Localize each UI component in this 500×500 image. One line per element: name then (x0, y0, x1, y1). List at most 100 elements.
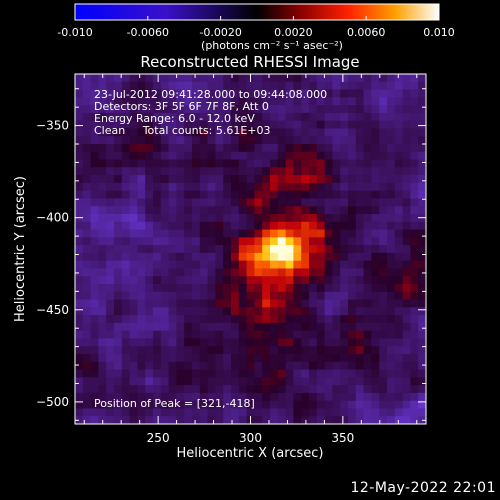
heatmap-cell (387, 128, 396, 137)
heatmap-cell (129, 369, 138, 378)
heatmap-cell (231, 307, 240, 316)
heatmap-cell (168, 229, 177, 238)
heatmap-cell (129, 400, 138, 410)
heatmap-cell (371, 206, 380, 215)
heatmap-cell (293, 237, 302, 246)
heatmap-cell (82, 392, 92, 402)
heatmap-cell (246, 354, 255, 363)
heatmap-cell (199, 330, 209, 340)
heatmap-cell (129, 322, 138, 332)
heatmap-cell (215, 276, 224, 285)
heatmap-cell (379, 97, 388, 106)
heatmap-cell (324, 307, 333, 316)
heatmap-cell (348, 346, 357, 355)
heatmap-cell (394, 299, 404, 308)
heatmap-cell (371, 260, 380, 270)
heatmap-cell (223, 221, 232, 231)
heatmap-cell (379, 346, 388, 355)
heatmap-cell (82, 159, 92, 168)
heatmap-cell (160, 276, 170, 285)
heatmap-cell (137, 167, 146, 176)
heatmap-cell (82, 81, 92, 91)
heatmap-cell (387, 276, 396, 285)
heatmap-cell (114, 252, 123, 262)
heatmap-cell (418, 299, 426, 308)
heatmap-cell (309, 190, 318, 200)
heatmap-cell (114, 260, 123, 270)
heatmap-cell (379, 159, 388, 168)
heatmap-cell (184, 291, 193, 301)
heatmap-cell (176, 128, 185, 137)
heatmap-cell (192, 229, 201, 238)
heatmap-cell (246, 128, 255, 137)
heatmap-cell (262, 354, 271, 363)
heatmap-cell (285, 206, 294, 215)
heatmap-cell (215, 299, 224, 308)
heatmap-cell (215, 268, 224, 277)
heatmap-cell (301, 97, 310, 106)
heatmap-cell (379, 276, 388, 285)
heatmap-cell (402, 307, 411, 316)
heatmap-cell (106, 392, 115, 402)
heatmap-cell (348, 136, 357, 145)
heatmap-cell (223, 136, 232, 145)
heatmap-cell (207, 291, 216, 301)
heatmap-cell (199, 198, 209, 207)
heatmap-cell (371, 322, 380, 332)
heatmap-cell (387, 237, 396, 246)
heatmap-cell (106, 182, 115, 192)
heatmap-cell (82, 74, 92, 83)
heatmap-cell (90, 268, 99, 277)
heatmap-cell (129, 167, 138, 176)
heatmap-cell (246, 322, 255, 332)
heatmap-cell (137, 221, 146, 231)
heatmap-cell (324, 105, 333, 114)
heatmap-cell (402, 105, 411, 114)
heatmap-cell (145, 159, 154, 168)
heatmap-cell (90, 307, 99, 316)
heatmap-cell (363, 361, 372, 371)
heatmap-cell (153, 175, 162, 184)
heatmap-cell (316, 214, 326, 223)
heatmap-cell (379, 416, 388, 424)
heatmap-cell (262, 268, 271, 277)
heatmap-cell (176, 346, 185, 355)
heatmap-cell (402, 97, 411, 106)
heatmap-cell (394, 315, 404, 324)
heatmap-cell (324, 385, 333, 394)
heatmap-cell (324, 354, 333, 363)
heatmap-cell (168, 346, 177, 355)
heatmap-cell (387, 221, 396, 231)
heatmap-cell (121, 369, 131, 378)
heatmap-cell (355, 354, 365, 363)
heatmap-cell (309, 299, 318, 308)
heatmap-cell (184, 299, 193, 308)
heatmap-cell (418, 136, 426, 145)
heatmap-cell (379, 237, 388, 246)
heatmap-cell (168, 322, 177, 332)
heatmap-cell (293, 167, 302, 176)
heatmap-cell (332, 377, 341, 386)
heatmap-cell (129, 74, 138, 83)
heatmap-cell (348, 416, 357, 424)
heatmap-cell (145, 408, 154, 417)
heatmap-cell (363, 252, 372, 262)
heatmap-cell (363, 190, 372, 200)
heatmap-cell (285, 128, 294, 137)
heatmap-cell (199, 175, 209, 184)
heatmap-cell (137, 159, 146, 168)
heatmap-cell (129, 214, 138, 223)
heatmap-cell (387, 159, 396, 168)
heatmap-cell (340, 105, 349, 114)
heatmap-cell (145, 175, 154, 184)
heatmap-cell (363, 291, 372, 301)
heatmap-cell (332, 361, 341, 371)
heatmap-cell (90, 74, 99, 83)
heatmap-cell (90, 354, 99, 363)
heatmap-cell (402, 299, 411, 308)
heatmap-cell (129, 206, 138, 215)
heatmap-cell (231, 245, 240, 254)
heatmap-cell (82, 291, 92, 301)
heatmap-cell (262, 81, 271, 91)
x-tick-label: 300 (239, 431, 262, 445)
